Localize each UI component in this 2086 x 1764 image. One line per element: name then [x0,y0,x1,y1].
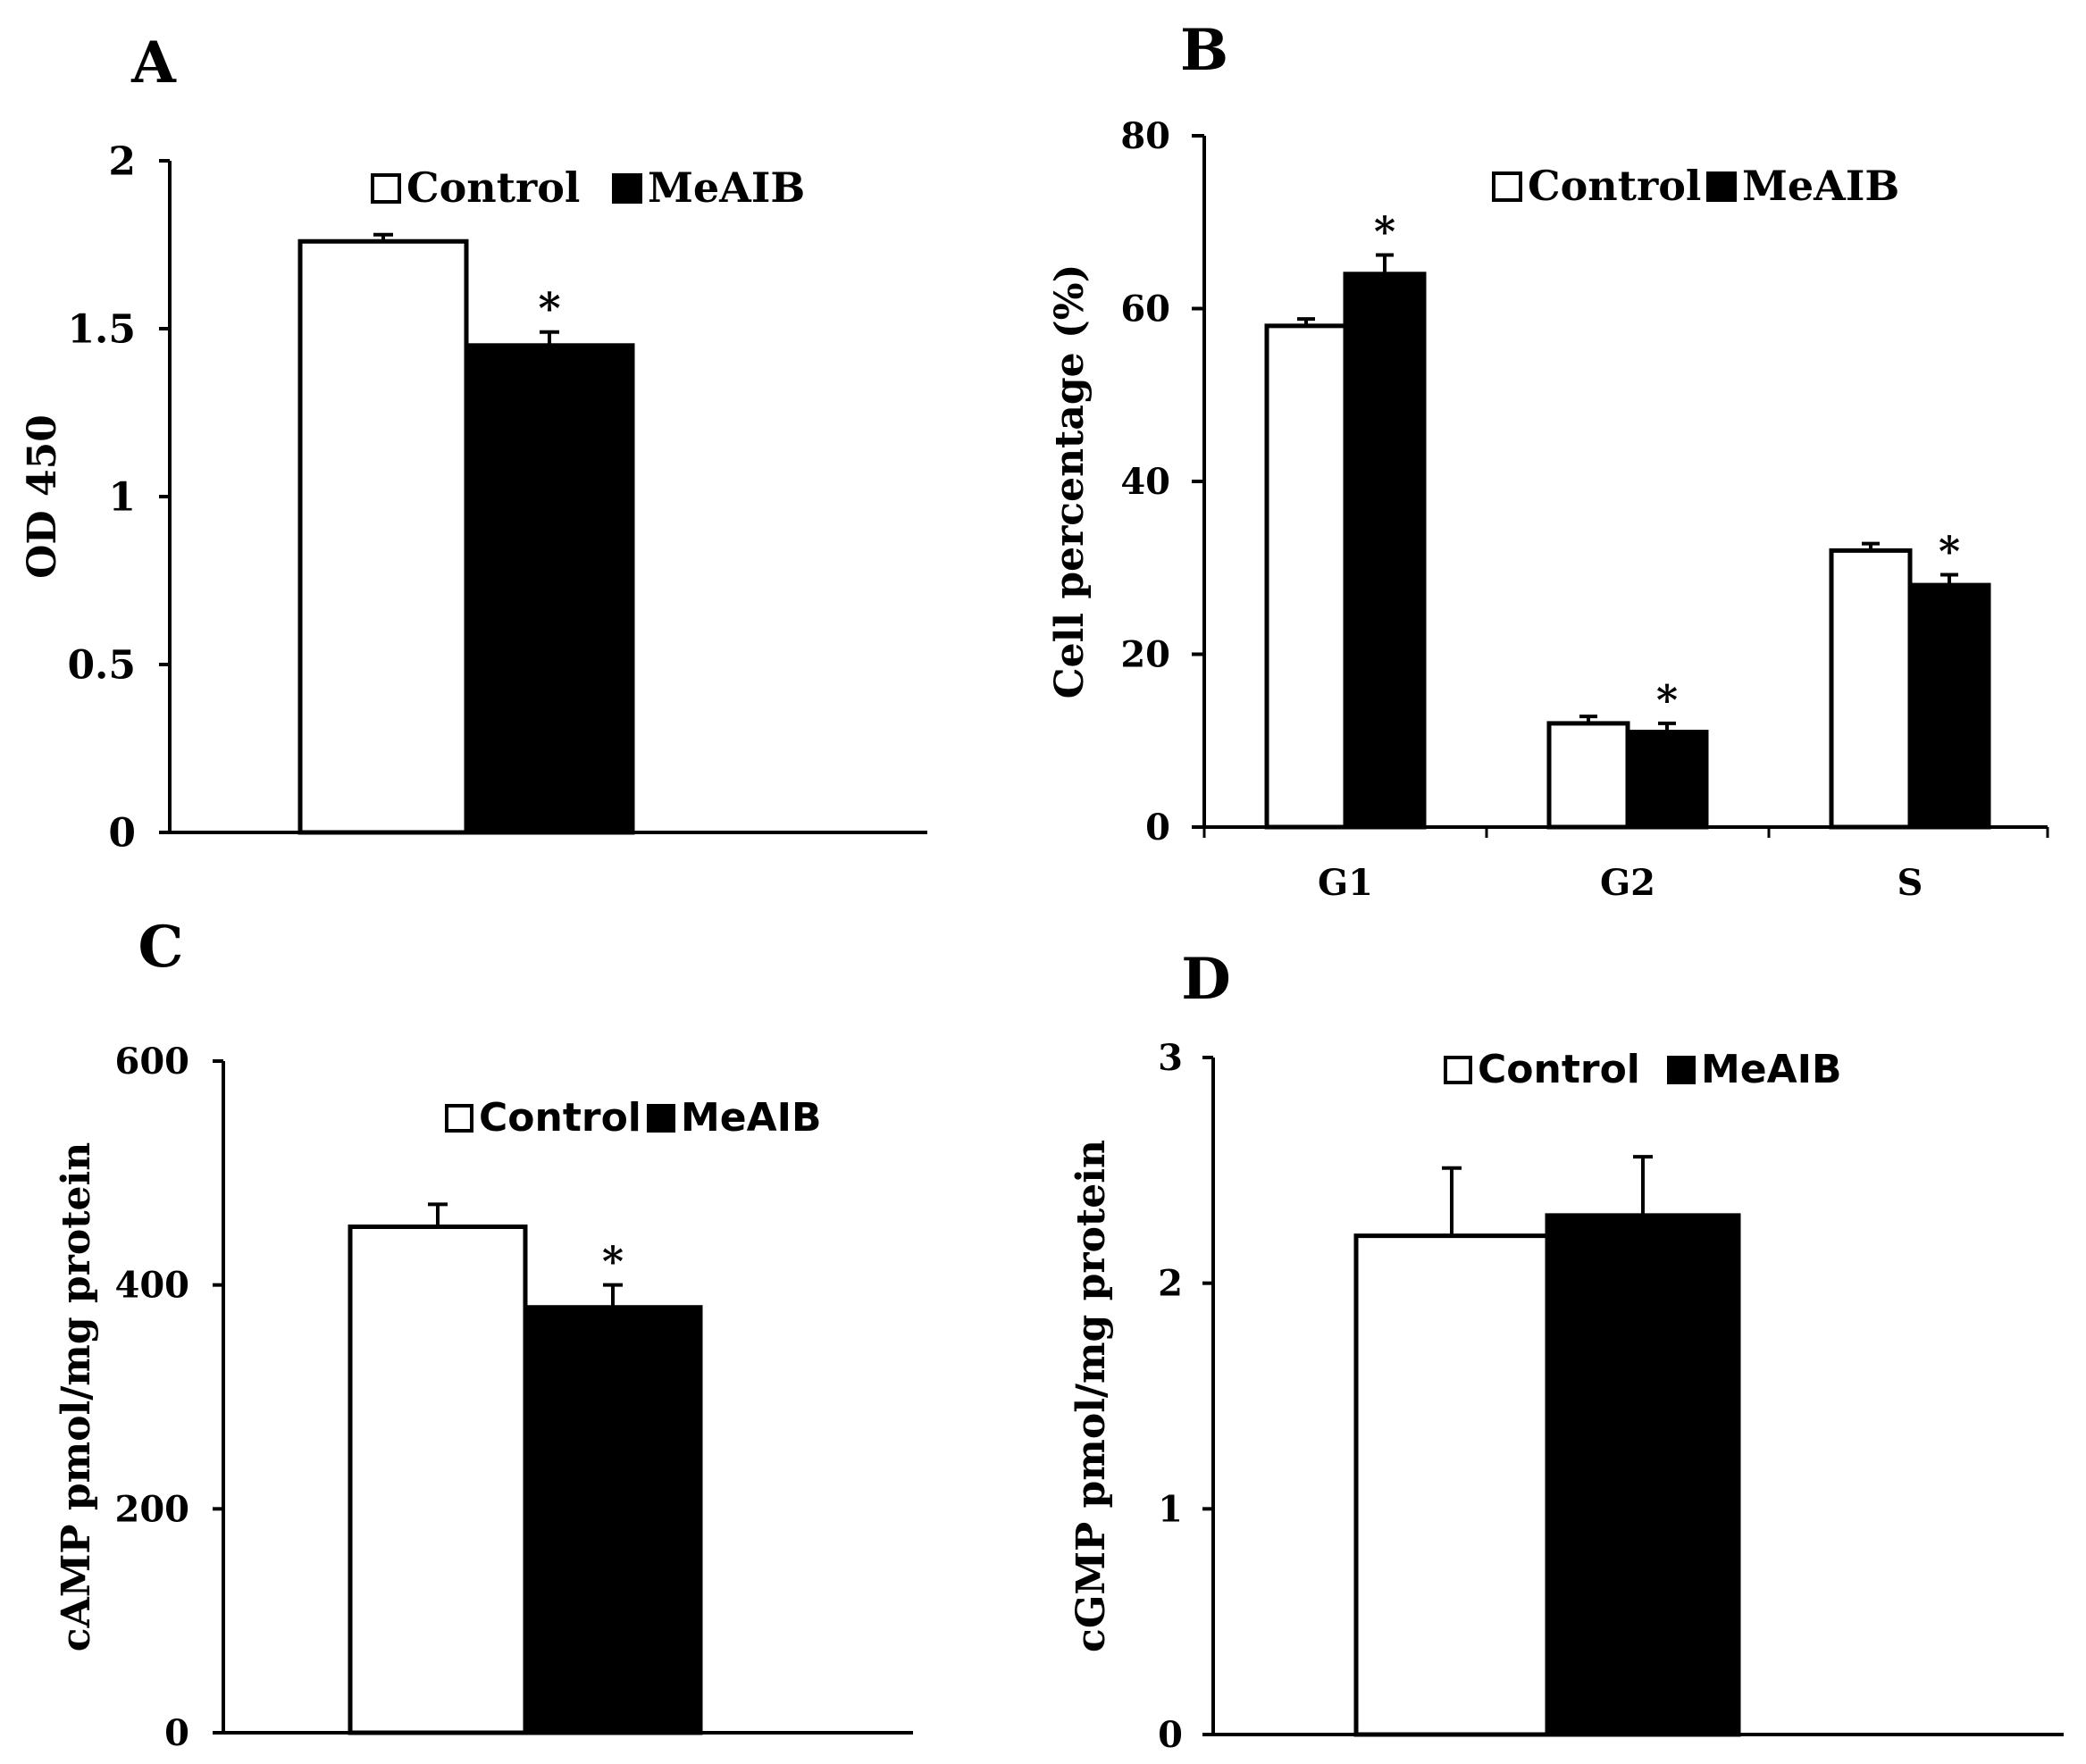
legend-swatch-meaib [612,173,642,204]
y-tick-label: 3 [1158,1037,1183,1079]
panel-a: A 0 0.5 1 1.5 2 OD 450 * Control MeAIB [20,29,927,856]
y-tick-label: 60 [1120,288,1170,330]
y-tick-label: 600 [115,1041,190,1083]
bar-control [297,238,469,835]
y-tick-label: 40 [1120,461,1170,503]
legend-swatch-control [445,1104,473,1133]
legend-swatch-meaib [647,1104,675,1133]
legend-label-control: Control [479,1095,641,1141]
y-tick-label: 2 [108,138,136,184]
y-tick-label: 1 [108,474,136,520]
y-tick-label: 400 [115,1265,190,1307]
legend-label-control: Control [406,163,580,212]
y-axis-label: Cell percentage (%) [1047,264,1093,699]
y-tick-label: 80 [1120,115,1170,157]
y-tick-label: 200 [115,1488,190,1530]
significance-star: * [602,1238,624,1286]
significance-star: * [538,284,560,334]
panel-d: D 0 1 2 3 cGMP pmol/mg protein Control MeAIB [1068,946,2064,1756]
y-axis-label: OD 450 [20,414,65,579]
legend-label-meaib: MeAIB [1701,1047,1842,1092]
bar-meaib [1907,582,1991,830]
y-tick-label: 0 [108,810,136,856]
y-tick-label: 1.5 [67,306,136,352]
panel-label: D [1181,946,1231,1013]
x-category-label: S [1898,862,1923,904]
x-category-label: G1 [1318,862,1373,904]
panel-label: A [130,29,177,96]
bar-control [1829,548,1913,830]
panel-label: B [1180,17,1228,84]
y-axis-label: cAMP pmol/mg protein [54,1142,99,1651]
bar-meaib [523,1305,703,1735]
legend-label-meaib: MeAIB [681,1095,822,1141]
bar-meaib [464,343,635,835]
y-tick-label: 1 [1158,1488,1183,1530]
legend-swatch-meaib [1706,171,1737,202]
bar-control [1264,323,1348,830]
y-axis-label: cGMP pmol/mg protein [1068,1140,1114,1652]
panel-label: C [138,914,184,981]
legend-label-control: Control [1478,1047,1640,1092]
y-tick-label: 2 [1158,1263,1183,1305]
legend-swatch-control [371,173,401,204]
y-tick-label: 0 [1158,1714,1183,1756]
legend-swatch-control [1444,1056,1472,1084]
bar-meaib [1545,1213,1741,1737]
legend-label-meaib: MeAIB [1742,162,1899,210]
panel-c: C 0 200 400 600 cAMP pmol/mg protein * Control M… [54,914,913,1754]
significance-star: * [1374,208,1395,256]
legend-label-control: Control [1528,162,1701,210]
bar-meaib [1343,272,1427,830]
bar-control [1546,721,1630,830]
significance-star: * [1939,527,1960,575]
significance-star: * [1656,676,1678,724]
x-category-label: G2 [1600,862,1655,904]
y-tick-label: 0.5 [67,642,136,688]
y-tick-label: 20 [1120,634,1170,676]
panel-b: B 0 20 40 60 80 Cell percentage (%) * G1 * G2 * S Con… [1047,17,2049,904]
legend-swatch-meaib [1667,1056,1696,1084]
y-tick-label: 0 [164,1712,189,1754]
bar-control [1353,1233,1550,1737]
bar-control [348,1224,528,1735]
y-tick-label: 0 [1145,807,1170,849]
legend-label-meaib: MeAIB [648,163,805,212]
legend-swatch-control [1492,171,1522,202]
bar-meaib [1625,730,1709,830]
